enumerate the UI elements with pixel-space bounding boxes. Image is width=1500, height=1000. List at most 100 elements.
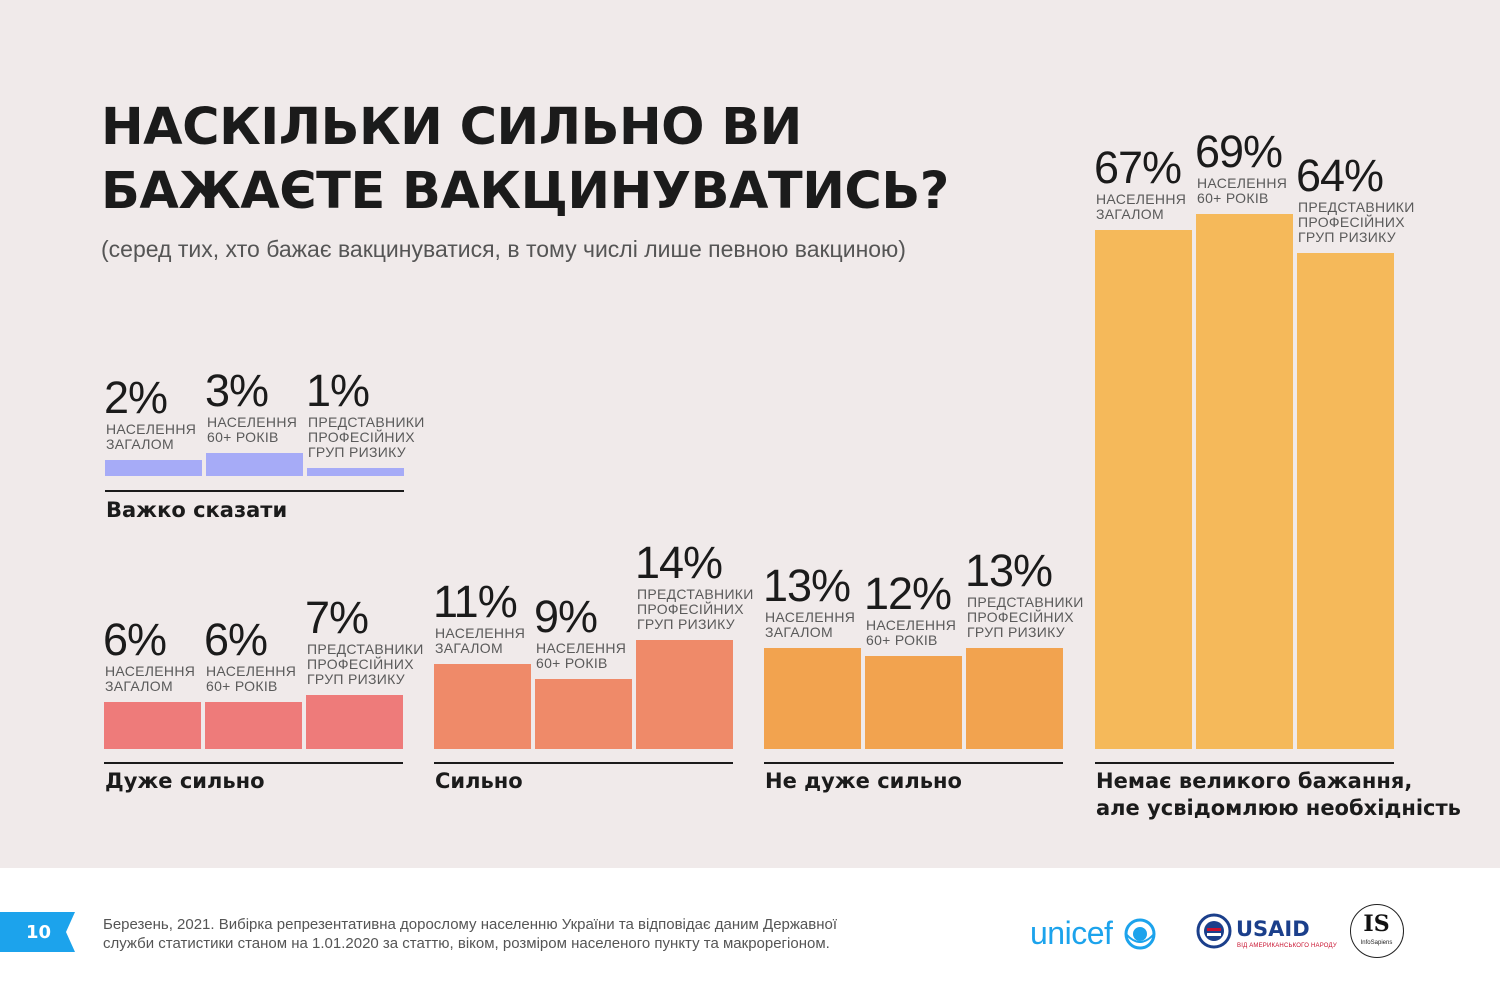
series-label-line: 60+ РОКІВ [866, 632, 938, 648]
series-label-line: НАСЕЛЕННЯ [105, 663, 196, 679]
unicef-wordmark: unicef [1030, 915, 1113, 951]
series-label-line: ПРОФЕСІЙНИХ [307, 656, 414, 672]
cat-5-value-label-2: 69% [1195, 126, 1283, 177]
series-label-line: ЗАГАЛОМ [105, 678, 173, 694]
title-line-1: НАСКІЛЬКИ СИЛЬНО ВИ [101, 98, 802, 157]
category-label-line: Немає великого бажання, [1096, 769, 1413, 793]
cat-1-series-label-2: НАСЕЛЕННЯ 60+ РОКІВ [207, 415, 297, 445]
cat-3-value-label-3: 14% [635, 537, 723, 588]
unicef-emblem-icon [1124, 918, 1156, 950]
footnote-line-2: служби статистики станом на 1.01.2020 за… [103, 935, 830, 952]
cat-1-baseline [105, 490, 404, 492]
series-label-line: ГРУП РИЗИКУ [637, 616, 735, 632]
series-label-line: НАСЕЛЕННЯ [765, 609, 856, 625]
category-label-line: Сильно [435, 769, 523, 793]
footnote-line-1: Березень, 2021. Вибірка репрезентативна … [103, 916, 838, 933]
cat-4-series-label-3: ПРЕДСТАВНИКИ ПРОФЕСІЙНИХ ГРУП РИЗИКУ [967, 595, 1084, 640]
series-label-line: ПРЕДСТАВНИКИ [1298, 199, 1415, 215]
cat-2-value-label-1: 6% [103, 614, 167, 665]
title-line-2: БАЖАЄТЕ ВАКЦИНУВАТИСЬ? [101, 162, 949, 221]
cat-1-bar-1 [105, 460, 202, 476]
category-label-line: Дуже сильно [105, 769, 265, 793]
cat-2-series-label-2: НАСЕЛЕННЯ 60+ РОКІВ [206, 664, 296, 694]
cat-4-value-label-1: 13% [763, 560, 851, 611]
usaid-seal-icon [1196, 913, 1232, 949]
cat-4-bar-1 [764, 648, 861, 749]
series-label-line: ЗАГАЛОМ [435, 640, 503, 656]
cat-3-series-label-2: НАСЕЛЕННЯ 60+ РОКІВ [536, 641, 626, 671]
series-label-line: ГРУП РИЗИКУ [308, 444, 406, 460]
cat-5-baseline [1095, 762, 1394, 764]
cat-3-value-label-2: 9% [534, 591, 598, 642]
category-label-line: Важко сказати [106, 498, 288, 522]
is-monogram: IS [1363, 911, 1390, 937]
series-label-line: НАСЕЛЕННЯ [536, 640, 627, 656]
series-label-line: НАСЕЛЕННЯ [866, 617, 957, 633]
cat-2-value-label-3: 7% [305, 592, 369, 643]
cat-2-bar-3 [306, 695, 403, 749]
series-label-line: НАСЕЛЕННЯ [207, 414, 298, 430]
cat-3-bar-3 [636, 640, 733, 749]
cat-4-series-label-2: НАСЕЛЕННЯ 60+ РОКІВ [866, 618, 956, 648]
series-label-line: ПРЕДСТАВНИКИ [967, 594, 1084, 610]
cat-1-series-label-3: ПРЕДСТАВНИКИ ПРОФЕСІЙНИХ ГРУП РИЗИКУ [308, 415, 425, 460]
footnote: Березень, 2021. Вибірка репрезентативна … [103, 915, 933, 953]
cat-5-category-label: Немає великого бажання, але усвідомлюю не… [1096, 768, 1461, 822]
usaid-logo: USAID ВІД АМЕРИКАНСЬКОГО НАРОДУ [1196, 913, 1337, 955]
series-label-line: НАСЕЛЕННЯ [106, 421, 197, 437]
cat-4-value-label-3: 13% [965, 545, 1053, 596]
cat-5-bar-3 [1297, 253, 1394, 749]
cat-1-bar-2 [206, 453, 303, 476]
series-label-line: ГРУП РИЗИКУ [307, 671, 405, 687]
cat-4-bar-3 [966, 648, 1063, 749]
cat-3-series-label-1: НАСЕЛЕННЯ ЗАГАЛОМ [435, 626, 525, 656]
series-label-line: 60+ РОКІВ [1197, 190, 1269, 206]
series-label-line: ПРЕДСТАВНИКИ [637, 586, 754, 602]
series-label-line: ГРУП РИЗИКУ [967, 624, 1065, 640]
cat-4-category-label: Не дуже сильно [765, 768, 962, 795]
category-label-line: але усвідомлюю необхідність [1096, 796, 1461, 820]
category-label-line: Не дуже сильно [765, 769, 962, 793]
series-label-line: НАСЕЛЕННЯ [206, 663, 297, 679]
cat-3-series-label-3: ПРЕДСТАВНИКИ ПРОФЕСІЙНИХ ГРУП РИЗИКУ [637, 587, 754, 632]
series-label-line: ГРУП РИЗИКУ [1298, 229, 1396, 245]
cat-5-series-label-3: ПРЕДСТАВНИКИ ПРОФЕСІЙНИХ ГРУП РИЗИКУ [1298, 200, 1415, 245]
cat-2-category-label: Дуже сильно [105, 768, 265, 795]
usaid-tagline: ВІД АМЕРИКАНСЬКОГО НАРОДУ [1237, 943, 1337, 949]
series-label-line: 60+ РОКІВ [207, 429, 279, 445]
page-number-tab: 10 [0, 912, 75, 952]
series-label-line: 60+ РОКІВ [536, 655, 608, 671]
cat-2-bar-1 [104, 702, 201, 749]
series-label-line: НАСЕЛЕННЯ [435, 625, 526, 641]
cat-5-bar-2 [1196, 214, 1293, 749]
cat-1-bar-3 [307, 468, 404, 476]
page-title: НАСКІЛЬКИ СИЛЬНО ВИ БАЖАЄТЕ ВАКЦИНУВАТИС… [101, 96, 949, 224]
usaid-wordmark: USAID [1236, 917, 1310, 941]
series-label-line: ЗАГАЛОМ [765, 624, 833, 640]
cat-1-series-label-1: НАСЕЛЕННЯ ЗАГАЛОМ [106, 422, 196, 452]
cat-5-series-label-1: НАСЕЛЕННЯ ЗАГАЛОМ [1096, 192, 1186, 222]
series-label-line: ПРОФЕСІЙНИХ [308, 429, 415, 445]
cat-4-baseline [764, 762, 1063, 764]
page-number: 10 [26, 922, 52, 943]
cat-4-value-label-2: 12% [864, 568, 952, 619]
cat-5-series-label-2: НАСЕЛЕННЯ 60+ РОКІВ [1197, 176, 1287, 206]
is-wordmark: InfoSapiens [1360, 940, 1393, 946]
cat-4-bar-2 [865, 656, 962, 749]
series-label-line: ПРОФЕСІЙНИХ [637, 601, 744, 617]
cat-4-series-label-1: НАСЕЛЕННЯ ЗАГАЛОМ [765, 610, 855, 640]
cat-5-bar-1 [1095, 230, 1192, 749]
cat-3-category-label: Сильно [435, 768, 523, 795]
bar-charts: НАСЕЛЕННЯ ЗАГАЛОМ 2% НАСЕЛЕННЯ 60+ РОКІВ 3% ПР… [103, 126, 1461, 822]
cat-2-bar-2 [205, 702, 302, 749]
series-label-line: ПРОФЕСІЙНИХ [1298, 214, 1405, 230]
cat-1-value-label-1: 2% [104, 372, 168, 423]
cat-1-value-label-2: 3% [205, 365, 269, 416]
unicef-logo: unicef [1030, 913, 1162, 955]
series-label-line: 60+ РОКІВ [206, 678, 278, 694]
series-label-line: ЗАГАЛОМ [1096, 206, 1164, 222]
series-label-line: ПРЕДСТАВНИКИ [308, 414, 425, 430]
cat-3-value-label-1: 11% [433, 576, 518, 627]
cat-2-series-label-1: НАСЕЛЕННЯ ЗАГАЛОМ [105, 664, 195, 694]
subtitle: (серед тих, хто бажає вакцинуватися, в т… [101, 236, 906, 262]
